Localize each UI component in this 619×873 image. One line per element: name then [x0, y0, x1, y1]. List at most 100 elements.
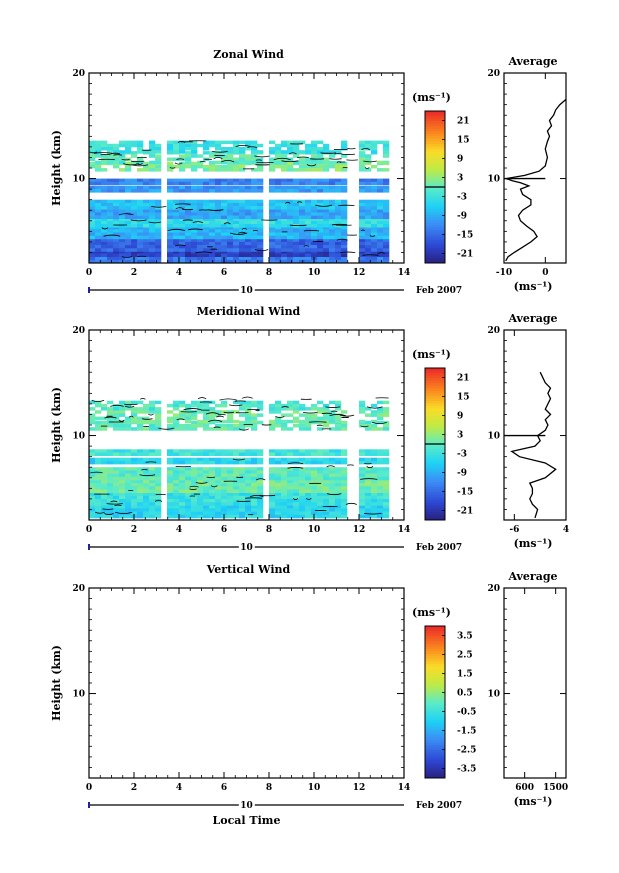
heatmap-cell: [359, 140, 366, 145]
heatmap-cell: [89, 419, 96, 424]
heatmap-cell: [287, 259, 294, 264]
heatmap-cell: [137, 245, 144, 249]
heatmap-cell: [179, 424, 186, 428]
heatmap-cell: [155, 479, 162, 484]
heatmap-cell: [371, 449, 378, 453]
heatmap-cell: [155, 419, 162, 424]
heatmap-cell: [197, 189, 204, 193]
heatmap-cell: [317, 460, 324, 465]
heatmap-cell: [341, 508, 348, 512]
heatmap-cell: [335, 256, 342, 261]
heatmap-cell: [227, 467, 234, 471]
heatmap-cell: [239, 248, 246, 252]
heatmap-cell: [269, 483, 276, 487]
heatmap-cell: [173, 232, 180, 236]
heatmap-cell: [365, 457, 372, 462]
contour-line: [372, 422, 387, 425]
heatmap-cell: [245, 410, 252, 414]
heatmap-cell: [113, 220, 120, 225]
heatmap-cell: [155, 416, 162, 421]
heatmap-cell: [293, 486, 300, 490]
heatmap-cell: [137, 505, 144, 509]
heatmap-cell: [371, 235, 378, 240]
heatmap-cell: [269, 410, 276, 414]
heatmap-cell: [251, 157, 258, 161]
heatmap-cell: [269, 229, 276, 233]
heatmap-cell: [257, 235, 264, 240]
colorbar-segment: [425, 141, 445, 145]
y-tick-label: 10: [72, 432, 85, 442]
heatmap-cell: [293, 483, 300, 487]
heatmap-cell: [143, 181, 150, 186]
heatmap-cell: [143, 470, 150, 474]
heatmap-cell: [113, 143, 120, 148]
heatmap-cell: [281, 164, 288, 169]
heatmap-cell: [95, 181, 102, 186]
heatmap-cell: [323, 241, 330, 246]
heatmap-cell: [215, 235, 222, 240]
heatmap-cell: [227, 250, 234, 254]
heatmap-cell: [239, 476, 246, 481]
heatmap-cell: [125, 424, 132, 428]
heatmap-cell: [365, 189, 372, 193]
heatmap-cell: [365, 452, 372, 456]
contour-line: [360, 425, 369, 428]
heatmap-cell: [341, 410, 348, 414]
heatmap-cell: [311, 199, 318, 204]
heatmap-cell: [323, 168, 330, 172]
colorbar-segment: [425, 626, 445, 629]
contour-line: [174, 162, 183, 165]
heatmap-cell: [203, 489, 210, 493]
heatmap-cell: [149, 181, 156, 186]
heatmap-cell: [281, 143, 288, 148]
contour-line: [326, 465, 335, 468]
heatmap-cell: [269, 479, 276, 484]
heatmap-cell: [317, 259, 324, 264]
heatmap-cell: [155, 168, 162, 172]
heatmap-cell: [119, 407, 126, 411]
heatmap-cell: [209, 154, 216, 158]
heatmap-cell: [251, 253, 258, 257]
heatmap-cell: [305, 486, 312, 490]
heatmap-cell: [137, 248, 144, 252]
heatmap-cell: [89, 232, 96, 236]
heatmap-cell: [317, 479, 324, 484]
heatmap-cell: [299, 457, 306, 462]
heatmap-cell: [311, 505, 318, 509]
heatmap-cell: [341, 473, 348, 478]
heatmap-cell: [233, 224, 240, 228]
heatmap-cell: [359, 489, 366, 493]
heatmap-cell: [329, 215, 336, 220]
heatmap-cell: [107, 248, 114, 252]
heatmap-cell: [167, 403, 174, 408]
heatmap-cell: [173, 224, 180, 228]
heatmap-cell: [287, 220, 294, 225]
heatmap-cell: [311, 489, 318, 493]
heatmap-cell: [155, 238, 162, 243]
colorbar-segment: [425, 438, 445, 442]
heatmap-cell: [305, 229, 312, 233]
heatmap-cell: [143, 489, 150, 493]
heatmap-cell: [239, 226, 246, 230]
heatmap-cell: [203, 479, 210, 484]
contour-line: [273, 157, 291, 161]
heatmap-cell: [155, 467, 162, 471]
heatmap-cell: [335, 245, 342, 249]
colorbar-segment: [425, 719, 445, 723]
heatmap-cell: [269, 473, 276, 478]
heatmap-cell: [143, 467, 150, 471]
heatmap-cell: [311, 403, 318, 408]
heatmap-cell: [143, 224, 150, 228]
heatmap-cell: [233, 467, 240, 471]
heatmap-cell: [173, 199, 180, 204]
heatmap-cell: [251, 224, 258, 228]
heatmap-cell: [377, 168, 384, 172]
heatmap-cell: [287, 212, 294, 216]
heatmap-cell: [383, 143, 390, 148]
contour-line: [148, 413, 154, 416]
heatmap-cell: [167, 460, 174, 465]
heatmap-cell: [281, 259, 288, 264]
heatmap-cell: [197, 410, 204, 414]
heatmap-cell: [275, 147, 282, 151]
heatmap-cell: [299, 427, 306, 431]
